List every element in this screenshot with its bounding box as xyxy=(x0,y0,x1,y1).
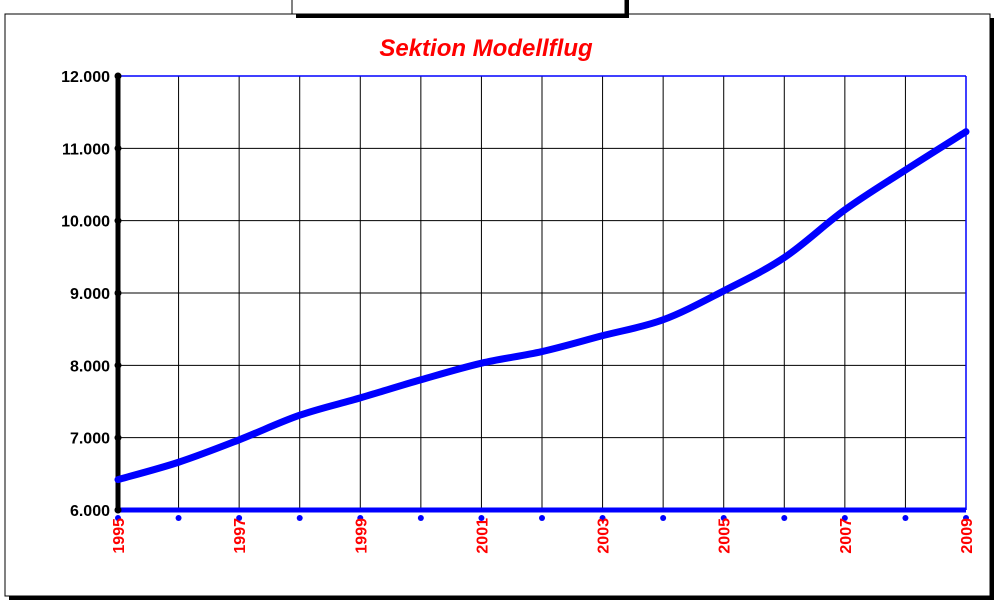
x-tick-label: 2009 xyxy=(959,518,976,554)
x-tick-label: 1995 xyxy=(111,518,128,554)
chart-title: Sektion Modellflug xyxy=(379,35,593,62)
x-tick xyxy=(720,515,727,521)
y-tick-label: 8.000 xyxy=(70,358,110,375)
x-tick xyxy=(841,515,848,521)
y-tick xyxy=(114,506,122,514)
x-tick-label: 2007 xyxy=(838,518,855,554)
x-tick-label: 2005 xyxy=(717,518,734,554)
y-tick xyxy=(114,217,122,225)
x-tick xyxy=(963,515,969,521)
x-tick xyxy=(175,515,182,521)
y-tick-label: 7.000 xyxy=(70,431,110,448)
x-tick xyxy=(115,515,121,521)
y-tick xyxy=(114,434,122,442)
x-tick xyxy=(478,515,485,521)
x-tick xyxy=(236,515,243,521)
x-tick xyxy=(417,515,424,521)
y-tick-label: 11.000 xyxy=(62,141,110,158)
x-tick xyxy=(660,515,667,521)
x-tick-label: 1999 xyxy=(353,518,370,554)
x-tick xyxy=(902,515,909,521)
x-tick xyxy=(357,515,364,521)
y-tick-label: 10.000 xyxy=(61,214,110,231)
x-tick xyxy=(296,515,303,521)
y-tick xyxy=(114,144,122,152)
x-tick-label: 2003 xyxy=(596,518,613,554)
x-tick xyxy=(539,515,545,521)
frame xyxy=(4,13,991,597)
y-tick xyxy=(114,72,122,80)
y-tick-label: 6.000 xyxy=(70,503,110,520)
y-tick xyxy=(114,361,122,369)
x-tick xyxy=(599,515,606,521)
y-tick-label: 12.000 xyxy=(61,69,110,86)
data-line xyxy=(114,128,970,484)
x-tick-label: 2001 xyxy=(474,518,491,554)
y-tick xyxy=(114,289,122,297)
y-tick-label: 9.000 xyxy=(70,286,110,303)
top-box xyxy=(291,0,626,15)
x-tick-label: 1997 xyxy=(232,518,249,554)
x-tick xyxy=(781,515,788,521)
